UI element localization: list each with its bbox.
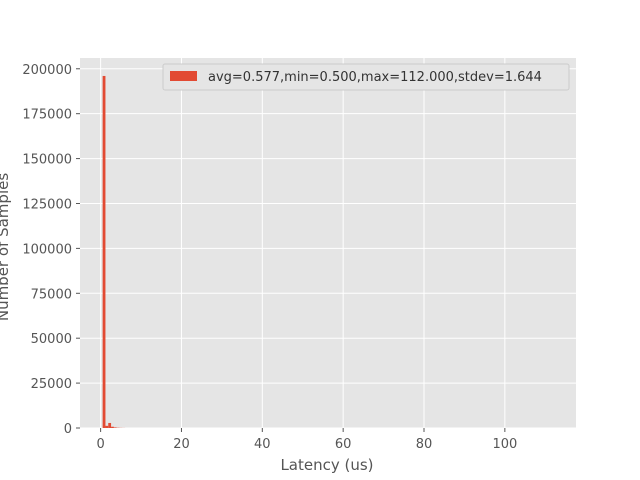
histogram-bar xyxy=(113,427,117,428)
legend-swatch xyxy=(170,71,197,81)
histogram-bar xyxy=(105,425,109,428)
legend-label: avg=0.577,min=0.500,max=112.000,stdev=1.… xyxy=(208,70,542,85)
x-tick-label: 100 xyxy=(492,437,517,452)
y-tick-label: 50000 xyxy=(31,332,72,347)
y-axis-ticks: 0 25000 50000 75000 100000 125000 150000 175000… xyxy=(22,63,80,437)
histogram-bars xyxy=(102,75,126,428)
histogram-bar xyxy=(111,426,114,428)
y-tick-label: 0 xyxy=(64,422,72,437)
y-axis-label: Number of Samples xyxy=(0,173,12,321)
plot-area xyxy=(80,58,576,428)
y-tick-label: 150000 xyxy=(22,153,72,168)
histogram-bar xyxy=(108,422,112,428)
y-tick-label: 25000 xyxy=(31,377,72,392)
legend-box xyxy=(162,63,570,91)
x-tick-label: 20 xyxy=(173,437,190,452)
x-tick-label: 40 xyxy=(254,437,271,452)
y-tick-label: 200000 xyxy=(22,63,72,78)
x-axis-ticks: 0 20 40 60 80 100 xyxy=(96,428,517,452)
x-tick-label: 80 xyxy=(416,437,433,452)
y-tick-label: 75000 xyxy=(31,287,72,302)
x-tick-label: 60 xyxy=(335,437,352,452)
x-tick-label: 0 xyxy=(96,437,104,452)
y-tick-label: 175000 xyxy=(22,108,72,123)
legend: avg=0.577,min=0.500,max=112.000,stdev=1.… xyxy=(162,63,570,91)
x-axis-label: Latency (us) xyxy=(280,456,373,474)
y-tick-label: 125000 xyxy=(22,197,72,212)
histogram-bar xyxy=(102,75,106,428)
y-tick-label: 100000 xyxy=(22,242,72,257)
